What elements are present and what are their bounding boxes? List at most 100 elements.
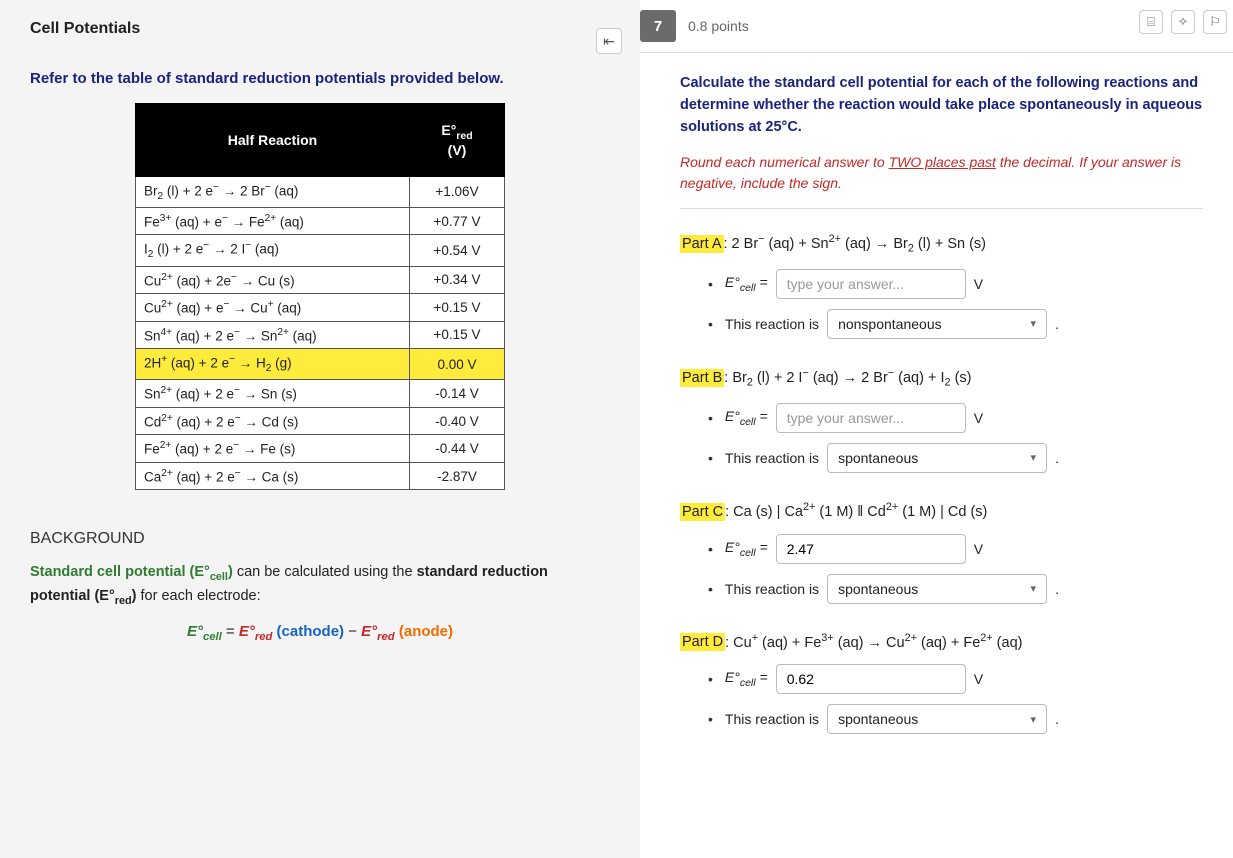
flag-icon[interactable]: ⚐ [1203,10,1227,34]
ecell-label: E°cell = [725,408,768,428]
question-part: Part C: Ca (s) | Ca2+ (1 M) ‖ Cd2+ (1 M)… [680,501,1203,604]
spontaneity-select[interactable]: nonspontaneous ▾ [827,309,1047,339]
reference-panel: Cell Potentials ⇤ Refer to the table of … [0,0,640,858]
question-part: Part A: 2 Br− (aq) + Sn2+ (aq) → Br2 (l)… [680,233,1203,339]
question-number-badge: 7 [640,10,676,42]
ered-cell: +0.34 V [410,266,505,294]
ecell-row: E°cell = V [708,664,1203,694]
table-row: Fe2+ (aq) + 2 e− → Fe (s)-0.44 V [136,435,505,463]
spontaneity-label: This reaction is [725,711,819,727]
trailing-period: . [1055,711,1059,727]
separator [680,208,1203,209]
ered-cell: +0.15 V [410,294,505,322]
potentials-table: Half Reaction E°red (V) Br2 (l) + 2 e− →… [135,103,505,490]
table-row: Fe3+ (aq) + e− → Fe2+ (aq)+0.77 V [136,207,505,235]
parts-container: Part A: 2 Br− (aq) + Sn2+ (aq) → Br2 (l)… [680,233,1203,734]
ered-cell: -2.87V [410,462,505,490]
reaction-cell: Ca2+ (aq) + 2 e− → Ca (s) [136,462,410,490]
reaction-cell: Cd2+ (aq) + 2 e− → Cd (s) [136,407,410,435]
ered-cell: +0.15 V [410,321,505,349]
reaction-cell: 2H+ (aq) + 2 e− → H2 (g) [136,349,410,380]
pin-icon[interactable]: ✧ [1171,10,1195,34]
ecell-input[interactable] [776,269,966,299]
ecell-unit: V [974,671,983,687]
chevron-down-icon: ▾ [1031,451,1037,464]
potentials-table-wrap: Half Reaction E°red (V) Br2 (l) + 2 e− →… [30,103,610,490]
potentials-tbody: Br2 (l) + 2 e− → 2 Br− (aq)+1.06VFe3+ (a… [136,176,505,490]
spontaneity-select[interactable]: spontaneous ▾ [827,574,1047,604]
question-points: 0.8 points [688,18,749,34]
reaction-cell: Fe2+ (aq) + 2 e− → Fe (s) [136,435,410,463]
collapse-panel-icon[interactable]: ⇤ [596,28,622,54]
ecell-label: E°cell = [725,539,768,559]
table-row: Sn2+ (aq) + 2 e− → Sn (s)-0.14 V [136,380,505,408]
ered-unit: (V) [448,142,467,158]
ecell-row: E°cell = V [708,403,1203,433]
reaction-cell: Sn4+ (aq) + 2 e− → Sn2+ (aq) [136,321,410,349]
chevron-down-icon: ▾ [1031,317,1037,330]
trailing-period: . [1055,581,1059,597]
spontaneity-row: This reaction is spontaneous ▾. [708,443,1203,473]
ered-cell: 0.00 V [410,349,505,380]
spontaneity-label: This reaction is [725,581,819,597]
question-header: 7 0.8 points ⌸ ✧ ⚐ [640,0,1233,53]
ered-cell: -0.44 V [410,435,505,463]
spontaneity-select[interactable]: spontaneous ▾ [827,704,1047,734]
part-label: Part C: Ca (s) | Ca2+ (1 M) ‖ Cd2+ (1 M)… [680,501,1203,520]
table-row: Sn4+ (aq) + 2 e− → Sn2+ (aq)+0.15 V [136,321,505,349]
ered-label: E°red [441,122,472,138]
part-label: Part B: Br2 (l) + 2 I− (aq) → 2 Br− (aq)… [680,367,1203,389]
table-row: Cu2+ (aq) + e− → Cu+ (aq)+0.15 V [136,294,505,322]
spontaneity-value: nonspontaneous [838,316,942,332]
ecell-unit: V [974,276,983,292]
ecell-unit: V [974,541,983,557]
spontaneity-row: This reaction is spontaneous ▾. [708,704,1203,734]
table-row: Ca2+ (aq) + 2 e− → Ca (s)-2.87V [136,462,505,490]
spontaneity-value: spontaneous [838,581,918,597]
trailing-period: . [1055,450,1059,466]
reference-instruction: Refer to the table of standard reduction… [30,70,610,87]
ecell-row: E°cell = V [708,534,1203,564]
ecell-unit: V [974,410,983,426]
ecell-label: E°cell = [725,274,768,294]
ered-cell: -0.14 V [410,380,505,408]
table-row: Cu2+ (aq) + 2e− → Cu (s)+0.34 V [136,266,505,294]
reaction-cell: Cu2+ (aq) + 2e− → Cu (s) [136,266,410,294]
reaction-cell: Sn2+ (aq) + 2 e− → Sn (s) [136,380,410,408]
table-row: 2H+ (aq) + 2 e− → H2 (g)0.00 V [136,349,505,380]
part-label: Part D: Cu+ (aq) + Fe3+ (aq) → Cu2+ (aq)… [680,632,1203,651]
ered-cell: +0.77 V [410,207,505,235]
reference-title: Cell Potentials [30,20,610,38]
calculator-icon[interactable]: ⌸ [1139,10,1163,34]
table-header-reaction: Half Reaction [136,104,410,177]
background-text: Standard cell potential (E°cell) can be … [30,562,610,608]
spontaneity-row: This reaction isnonspontaneous▾. [708,309,1203,339]
collapse-glyph: ⇤ [603,33,615,50]
ecell-label: E°cell = [725,669,768,689]
question-intro: Calculate the standard cell potential fo… [680,73,1203,138]
ecell-input[interactable] [776,403,966,433]
chevron-down-icon: ▾ [1031,582,1037,595]
spontaneity-label: This reaction is [725,450,819,466]
question-part: Part B: Br2 (l) + 2 I− (aq) → 2 Br− (aq)… [680,367,1203,473]
ered-cell: +1.06V [410,176,505,207]
reaction-cell: Fe3+ (aq) + e− → Fe2+ (aq) [136,207,410,235]
chevron-down-icon: ▾ [1031,713,1037,726]
table-row: I2 (l) + 2 e− → 2 I− (aq)+0.54 V [136,235,505,266]
question-part: Part D: Cu+ (aq) + Fe3+ (aq) → Cu2+ (aq)… [680,632,1203,735]
question-panel: 7 0.8 points ⌸ ✧ ⚐ Calculate the standar… [640,0,1233,858]
table-row: Cd2+ (aq) + 2 e− → Cd (s)-0.40 V [136,407,505,435]
reaction-cell: I2 (l) + 2 e− → 2 I− (aq) [136,235,410,266]
ecell-input[interactable] [776,534,966,564]
spontaneity-row: This reaction is spontaneous ▾. [708,574,1203,604]
question-note: Round each numerical answer to TWO place… [680,152,1203,194]
ered-cell: -0.40 V [410,407,505,435]
ecell-input[interactable] [776,664,966,694]
ecell-row: E°cell = V [708,269,1203,299]
cell-potential-formula: E°cell = E°red (cathode) − E°red (anode) [30,623,610,643]
spontaneity-value: spontaneous [838,711,918,727]
spontaneity-label: This reaction is [725,316,819,332]
spontaneity-select[interactable]: spontaneous ▾ [827,443,1047,473]
spontaneity-value: spontaneous [838,450,918,466]
table-header-ered: E°red (V) [410,104,505,177]
